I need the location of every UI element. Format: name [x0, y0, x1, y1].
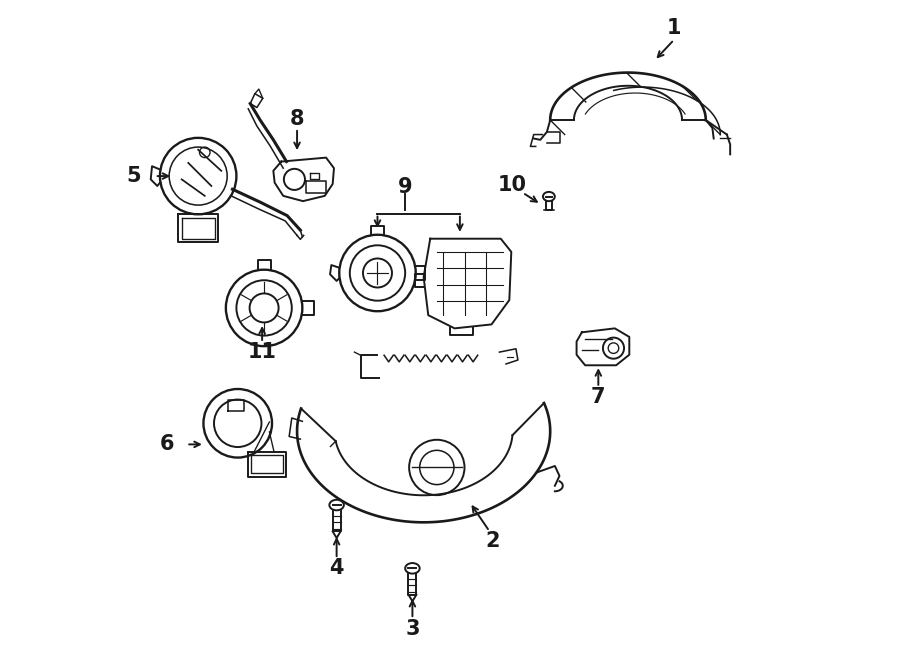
Text: 1: 1	[667, 18, 681, 38]
Text: 10: 10	[498, 175, 527, 195]
Text: 7: 7	[591, 387, 606, 407]
Text: 5: 5	[127, 166, 141, 186]
Text: 2: 2	[486, 531, 500, 551]
Text: 3: 3	[405, 619, 419, 639]
Text: 9: 9	[398, 177, 412, 197]
Text: 4: 4	[329, 558, 344, 579]
Text: 6: 6	[160, 434, 175, 454]
Text: 11: 11	[248, 342, 276, 362]
Text: 8: 8	[290, 109, 304, 128]
